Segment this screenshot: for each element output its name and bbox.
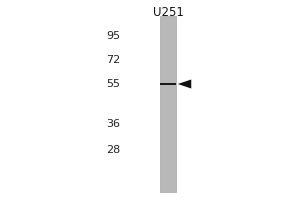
Text: 28: 28 (106, 145, 120, 155)
Text: U251: U251 (153, 5, 183, 19)
Text: 36: 36 (106, 119, 120, 129)
Bar (160, 83, 176, 85)
Text: 95: 95 (106, 31, 120, 41)
Bar (160, 16, 176, 192)
Text: 72: 72 (106, 55, 120, 65)
Polygon shape (178, 79, 191, 88)
Text: 55: 55 (106, 79, 120, 89)
